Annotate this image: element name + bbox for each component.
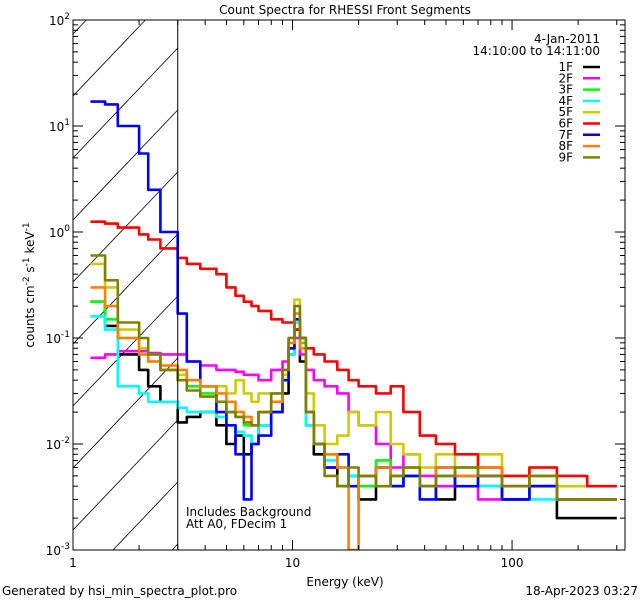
legend-label-3F: 3F [558,83,573,97]
legend-label-5F: 5F [558,105,573,119]
hatch-line [73,47,179,159]
x-tick-label: 100 [501,556,524,570]
hatch-line [73,20,146,97]
legend-label-1F: 1F [558,60,573,74]
y-tick-label: 102 [49,12,70,28]
y-tick-label: 101 [49,118,70,134]
hatch-line [171,543,179,550]
plot-frame [72,19,626,551]
legend-label-8F: 8F [558,139,573,153]
legend-label-2F: 2F [558,71,573,85]
x-axis-label: Energy (keV) [306,575,383,589]
x-tick-label: 10 [285,556,300,570]
series-group [90,100,617,550]
y-tick-label: 10-1 [46,330,70,346]
x-tick-label: 1 [69,556,77,570]
y-tick-label: 10-3 [46,542,70,558]
y-axis-label: counts cm-2 s-1 keV-1 [22,222,37,347]
legend-label-9F: 9F [558,150,573,164]
timestamp-footer: 18-Apr-2023 03:27 [525,584,638,598]
series-line-8F [90,286,617,550]
legend-label-7F: 7F [558,128,573,142]
attenuator-note: Att A0, FDecim 1 [186,517,287,531]
legend-label-4F: 4F [558,94,573,108]
date-label: 4-Jan-2011 [534,32,600,46]
y-tick-label: 10-2 [46,436,70,452]
series-line-5F [90,262,617,488]
series-line-4F [90,315,617,501]
time-range-label: 14:10:00 to 14:11:00 [473,44,600,58]
series-line-7F [90,100,617,501]
series-line-9F [90,254,617,501]
hatch-line [112,481,179,550]
background-note: Includes Background [186,505,311,519]
generated-by-footer: Generated by hsi_min_spectra_plot.pro [2,584,237,598]
hatch-line [73,357,179,469]
legend-label-6F: 6F [558,117,573,131]
y-tick-label: 100 [49,224,70,240]
chart-title: Count Spectra for RHESSI Front Segments [219,3,471,17]
hatched-region [73,20,179,550]
hatch-line [73,419,179,531]
hatch-line [73,109,179,221]
hatch-line [73,20,87,35]
hatch-line [73,233,179,345]
